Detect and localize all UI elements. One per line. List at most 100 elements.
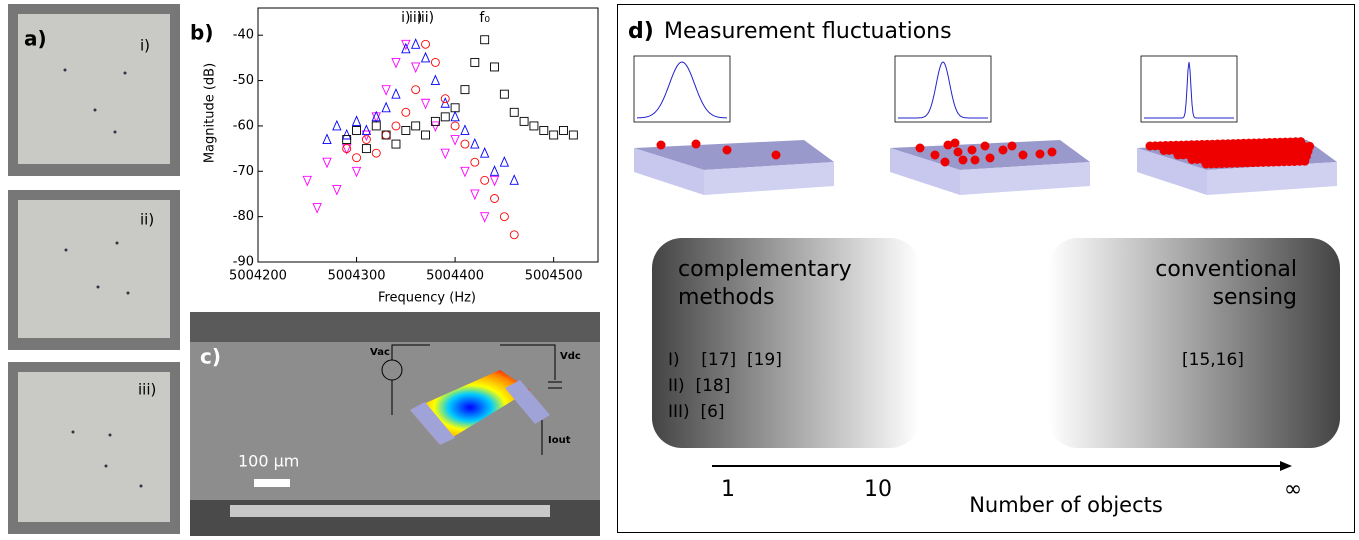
point: [430, 57, 440, 67]
particle: [950, 138, 960, 148]
circuit: [391, 344, 562, 455]
point: [430, 74, 441, 86]
image: [18, 200, 170, 338]
point: [312, 203, 322, 214]
image: [18, 372, 170, 522]
x-tick-label: 5004200: [229, 269, 287, 284]
point: [351, 115, 362, 126]
point: [559, 126, 568, 135]
point: [568, 130, 578, 140]
point: [411, 85, 421, 95]
circuit-label: Vac: [370, 347, 390, 358]
point: [499, 89, 509, 99]
point: [411, 121, 421, 131]
point: [342, 135, 352, 144]
arrow-head: [1280, 461, 1292, 471]
point: [401, 107, 411, 117]
particle: [985, 153, 995, 163]
point: [480, 175, 490, 185]
point: [539, 126, 549, 135]
point: [479, 212, 490, 223]
electrode: [505, 380, 550, 424]
particle: [656, 140, 666, 150]
particle: [1035, 149, 1045, 159]
reference: III) [6]: [668, 402, 725, 422]
y-tick-label: -40: [233, 28, 254, 43]
point: [519, 116, 529, 126]
particle: [691, 139, 701, 149]
reference: I) [17] [19]: [668, 350, 782, 370]
panel-b: b) Magnitude (dB) Frequency (Hz) -90 -80 -…: [190, 7, 599, 306]
point: [401, 39, 411, 51]
reference: [15,16]: [1182, 350, 1244, 370]
scale-bar: [254, 479, 290, 487]
x-tick-label: 5004300: [328, 269, 386, 284]
particles: [63, 68, 143, 488]
particle: [930, 150, 940, 160]
panel-title: Measurement fluctuations: [664, 19, 952, 44]
point: [529, 121, 539, 131]
point: [460, 124, 470, 135]
scale-label: 100 µm: [238, 452, 299, 471]
point: [421, 39, 430, 49]
slab-top: [634, 140, 834, 170]
slab-front: [890, 148, 960, 195]
method-box: [1048, 238, 1340, 448]
point: [322, 133, 332, 144]
point: [332, 184, 342, 196]
point: [489, 175, 500, 187]
point: [391, 57, 401, 69]
point: [391, 121, 401, 131]
point: [381, 85, 391, 96]
point: [351, 166, 362, 178]
slab-side: [1207, 162, 1337, 195]
point: [342, 144, 352, 154]
point: [430, 116, 440, 126]
particle: [1018, 150, 1028, 160]
point: [342, 128, 352, 140]
point: [361, 130, 372, 142]
image-label: ii): [140, 211, 154, 229]
image: [18, 14, 170, 164]
point: [450, 110, 460, 122]
point: [460, 85, 470, 95]
slab-side: [704, 162, 834, 195]
point: [490, 194, 499, 203]
particle: [915, 143, 925, 153]
axis-label: Number of objects: [969, 493, 1163, 517]
point: [440, 97, 450, 108]
y-tick-label: -70: [233, 164, 254, 179]
particle: [943, 140, 953, 150]
x-tick-label: 5004400: [426, 269, 484, 284]
y-tick-label: -60: [233, 118, 254, 133]
slab-side: [960, 162, 1090, 195]
point: [430, 121, 441, 133]
panel-label: d): [628, 19, 654, 44]
distribution-curve: [898, 61, 988, 119]
point: [470, 137, 480, 149]
particle: [1007, 141, 1017, 151]
point: [489, 165, 500, 176]
series-label: ii): [409, 10, 422, 26]
series-label: i): [401, 10, 410, 26]
point: [509, 230, 519, 240]
point: [332, 119, 342, 131]
point: [549, 130, 559, 140]
point: [361, 135, 371, 144]
slab-front: [634, 148, 704, 195]
point: [361, 124, 372, 135]
sem-image: [190, 312, 600, 536]
box-title: complementary: [678, 257, 852, 282]
circuit-label: Vdc: [560, 351, 581, 362]
point: [470, 57, 480, 67]
point: [381, 101, 391, 113]
panel-label: c): [200, 345, 221, 369]
y-tick-label: -80: [233, 209, 254, 224]
plot-frame: [257, 7, 599, 263]
point: [401, 42, 411, 54]
particle: [722, 145, 732, 155]
point: [450, 121, 460, 131]
point: [440, 148, 450, 160]
particle: [1300, 156, 1310, 166]
